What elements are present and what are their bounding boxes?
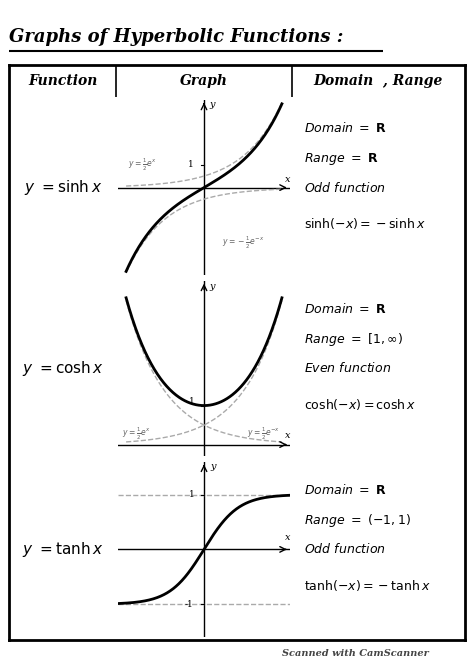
Text: $\mathit{\tanh(-x)=-\tanh x}$: $\mathit{\tanh(-x)=-\tanh x}$ (304, 578, 430, 593)
Text: $y\ =\tanh x$: $y\ =\tanh x$ (22, 540, 104, 559)
Text: $\mathit{Odd\ function}$: $\mathit{Odd\ function}$ (304, 543, 386, 556)
Text: -1: -1 (184, 600, 193, 609)
Text: $\mathit{Domain}$$\ =\ $$\mathbf{R}$: $\mathit{Domain}$$\ =\ $$\mathbf{R}$ (304, 482, 387, 496)
Text: $\mathit{Domain}$$\ =\ $$\mathbf{R}$: $\mathit{Domain}$$\ =\ $$\mathbf{R}$ (304, 121, 387, 135)
Text: Graph: Graph (180, 74, 228, 88)
Text: $y=\frac{1}{2}e^{-x}$: $y=\frac{1}{2}e^{-x}$ (247, 425, 280, 442)
Text: Function: Function (28, 74, 98, 88)
Text: $\mathit{\cosh(-x)=\cosh x}$: $\mathit{\cosh(-x)=\cosh x}$ (304, 397, 416, 412)
Text: $\mathit{Even\ function}$: $\mathit{Even\ function}$ (304, 362, 391, 375)
Text: $y\ =\cosh x$: $y\ =\cosh x$ (22, 359, 104, 378)
Text: $y=\frac{1}{2}e^{x}$: $y=\frac{1}{2}e^{x}$ (128, 157, 157, 173)
Text: $\mathit{Domain}$$\ =\ $$\mathbf{R}$: $\mathit{Domain}$$\ =\ $$\mathbf{R}$ (304, 302, 387, 316)
Text: $y\ =\sinh x$: $y\ =\sinh x$ (24, 178, 102, 197)
Text: y: y (210, 100, 215, 109)
Text: x: x (285, 175, 291, 184)
Text: $\mathit{Range}$$\ =\ $$\mathbf{R}$: $\mathit{Range}$$\ =\ $$\mathbf{R}$ (304, 151, 378, 167)
Text: 1: 1 (189, 490, 195, 499)
Text: $\mathit{Odd\ function}$: $\mathit{Odd\ function}$ (304, 181, 386, 194)
Text: $\mathit{\sinh(-x)=-\sinh x}$: $\mathit{\sinh(-x)=-\sinh x}$ (304, 216, 425, 231)
Text: 1: 1 (190, 397, 195, 406)
Text: y: y (210, 282, 215, 291)
Text: $\mathit{Range}$$\ =\ (-1,1)$: $\mathit{Range}$$\ =\ (-1,1)$ (304, 512, 410, 529)
Text: Graphs of Hyperbolic Functions :: Graphs of Hyperbolic Functions : (9, 27, 344, 46)
Text: $\mathit{Range}$$\ =\ [1,\infty)$: $\mathit{Range}$$\ =\ [1,\infty)$ (304, 331, 402, 348)
Text: 1: 1 (188, 160, 193, 169)
Text: Domain  , Range: Domain , Range (313, 74, 443, 88)
Text: $y=-\frac{1}{2}e^{-x}$: $y=-\frac{1}{2}e^{-x}$ (221, 235, 264, 251)
Text: x: x (284, 533, 290, 541)
Text: Scanned with CamScanner: Scanned with CamScanner (282, 649, 429, 659)
Text: $y=\frac{1}{2}e^{x}$: $y=\frac{1}{2}e^{x}$ (122, 425, 151, 442)
Text: y: y (210, 462, 216, 470)
Text: x: x (285, 431, 291, 440)
